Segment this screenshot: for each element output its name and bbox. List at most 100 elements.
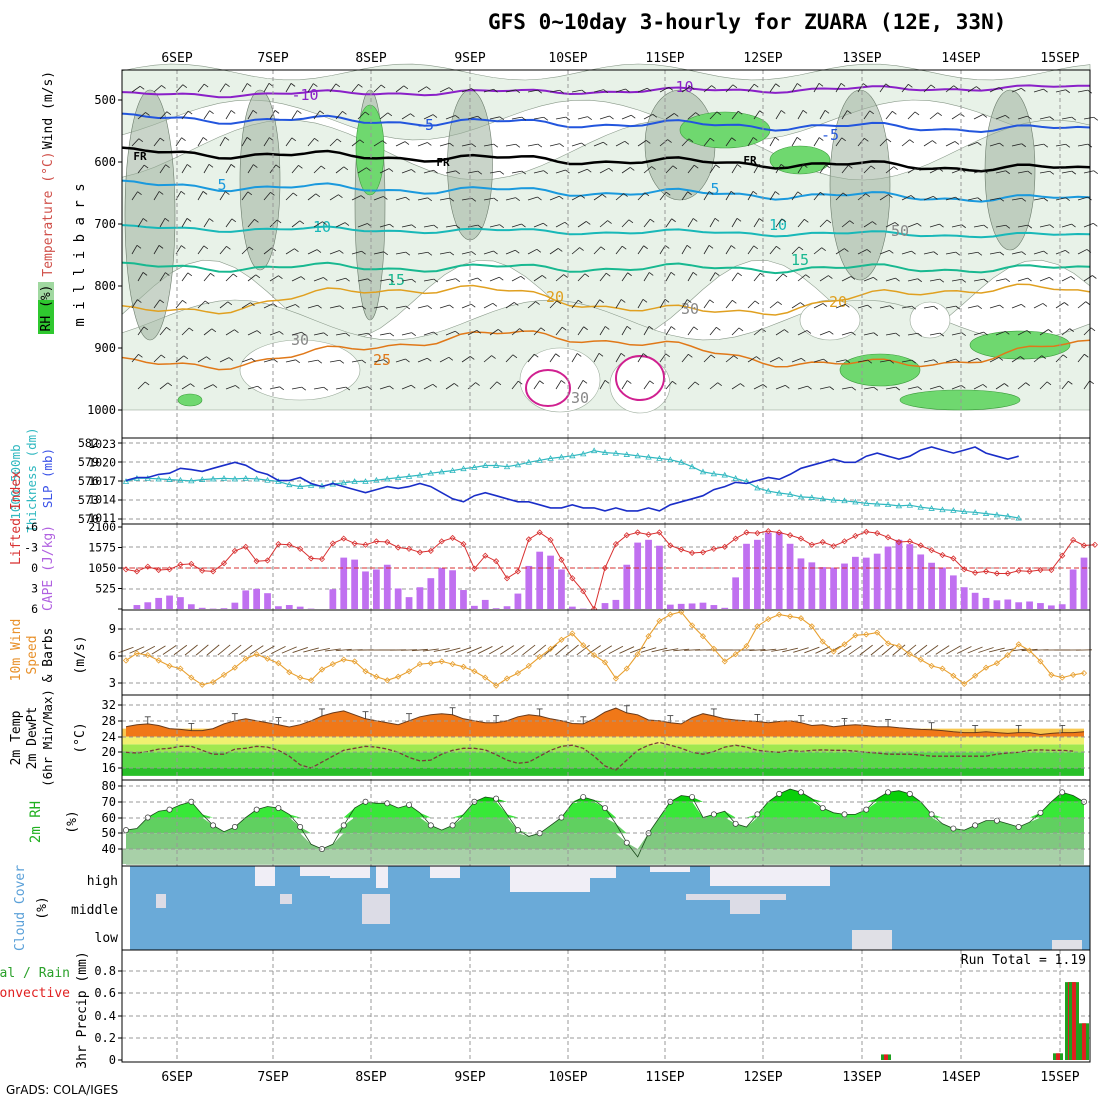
wind-barb-shaft xyxy=(439,251,450,255)
wind-barb-shaft xyxy=(285,192,294,201)
wind-barb-flag xyxy=(361,250,366,255)
cloud-high-gap xyxy=(376,866,388,888)
thickness-point xyxy=(471,464,478,470)
wind-barb-shaft xyxy=(901,305,912,309)
wind-barb-flag xyxy=(339,305,344,310)
wind-barb-shaft xyxy=(291,386,302,390)
wind-barb-shaft xyxy=(489,329,499,336)
wind-barb-flag xyxy=(671,326,676,330)
wind-barb-flag xyxy=(955,358,960,363)
wind-barb-flag xyxy=(543,222,548,227)
wind-barb-flag xyxy=(932,140,937,144)
wind-barb-shaft xyxy=(725,245,732,255)
wind-barb-shaft xyxy=(445,383,455,390)
wind-barb-shaft xyxy=(351,139,361,147)
wind-barb-flag xyxy=(231,218,237,223)
wind-barb-flag xyxy=(449,304,454,309)
wind-barb-shaft xyxy=(1039,276,1050,282)
wind10m-barb xyxy=(271,646,286,654)
wind-barb-shaft xyxy=(159,111,168,120)
wind10m-barb xyxy=(500,645,514,655)
wind-barb-flag xyxy=(427,142,432,146)
wind-barb-flag xyxy=(909,139,914,143)
wind-barb-shaft xyxy=(247,274,257,282)
wind-barb-shaft xyxy=(907,111,916,120)
wind-barb-shaft xyxy=(769,137,776,147)
lifted-index-point xyxy=(449,534,456,541)
wind-barb-flag xyxy=(248,246,254,251)
cape-bar xyxy=(677,603,685,609)
cloud-middle-gap xyxy=(730,894,760,914)
lifted-index-point xyxy=(1080,542,1088,549)
wind-barb-flag xyxy=(225,83,230,88)
wind10m-speed-point xyxy=(928,662,935,669)
wind10m-barb xyxy=(837,645,852,655)
wind-barb-flag xyxy=(257,385,262,390)
cape-bar xyxy=(133,605,141,609)
wind10m-barb xyxy=(281,646,297,654)
wind-barb-shaft xyxy=(307,83,314,93)
rh-dry-pocket xyxy=(519,347,601,413)
wind-barb-flag xyxy=(851,386,857,391)
wind-barb-shaft xyxy=(945,196,956,201)
wind-barb-flag xyxy=(323,332,328,337)
wind10m-speed-point xyxy=(1059,674,1066,681)
wind-barb-flag xyxy=(895,332,901,337)
wind10m-barb xyxy=(488,645,504,655)
wind-barb-flag xyxy=(471,143,476,148)
wind-barb-flag xyxy=(246,137,252,141)
wind10m-speed-point xyxy=(634,651,641,658)
wind-barb-shaft xyxy=(197,245,205,255)
thickness-point xyxy=(503,463,511,470)
wind-barb-flag xyxy=(693,164,699,169)
wind-barb-flag xyxy=(342,111,347,115)
thickness-point xyxy=(830,496,837,503)
day-label-bottom: 11SEP xyxy=(645,1070,684,1085)
wind-barb-shaft xyxy=(731,272,739,282)
wind10m-speed-point xyxy=(297,674,304,681)
wind-barb-flag xyxy=(694,381,700,386)
wind-barb-flag xyxy=(159,137,165,142)
thickness-point xyxy=(373,476,380,483)
wind10m-speed-point xyxy=(699,633,707,640)
wind-barb-flag xyxy=(737,110,743,115)
wind-barb-flag xyxy=(844,248,849,252)
wind-barb-flag xyxy=(202,137,208,141)
cloud-unit-label: (%) xyxy=(35,896,50,919)
wind10m-speed-point xyxy=(503,675,511,682)
cape-bar xyxy=(1015,602,1023,609)
wind10m-speed-point xyxy=(1015,641,1022,648)
wind10m-barb xyxy=(129,646,145,654)
wind-barb-flag xyxy=(867,359,873,364)
wind-barb-shaft xyxy=(549,89,560,93)
wind-barb-shaft xyxy=(203,328,213,336)
cloud-tick-label: high xyxy=(87,874,118,889)
thickness-point xyxy=(765,487,772,494)
wind-barb-shaft xyxy=(511,116,522,120)
lifted-index-axis-label: Lifted Index xyxy=(9,471,24,565)
wind-barb-flag xyxy=(736,218,742,222)
wind-barb-flag xyxy=(358,84,363,88)
wind-barb-shaft xyxy=(373,140,383,147)
wind-barb-shaft xyxy=(203,384,214,390)
wind-barb-shaft xyxy=(753,218,760,228)
wind-barb-flag xyxy=(652,113,658,118)
wind-barb-shaft xyxy=(951,224,962,228)
wind-barb-flag xyxy=(404,141,410,145)
wind-barb-shaft xyxy=(401,332,412,336)
wind-barb-flag xyxy=(537,89,543,94)
wind-barb-flag xyxy=(493,143,499,148)
wind-barb-flag xyxy=(143,326,149,331)
lifted-index-point xyxy=(133,568,140,575)
thickness-point xyxy=(906,501,913,508)
wind-barb-flag xyxy=(540,327,546,332)
wind-barb-flag xyxy=(1048,329,1053,333)
wind-barb-flag xyxy=(1042,303,1048,307)
wind10m-barb xyxy=(151,645,166,655)
wind-barb-shaft xyxy=(907,386,918,390)
wind-barb-flag xyxy=(383,305,389,310)
thickness-point xyxy=(492,462,500,468)
wind-barb-shaft xyxy=(489,170,500,174)
wind-barb-shaft xyxy=(725,137,732,147)
rh2m-point xyxy=(297,824,304,830)
